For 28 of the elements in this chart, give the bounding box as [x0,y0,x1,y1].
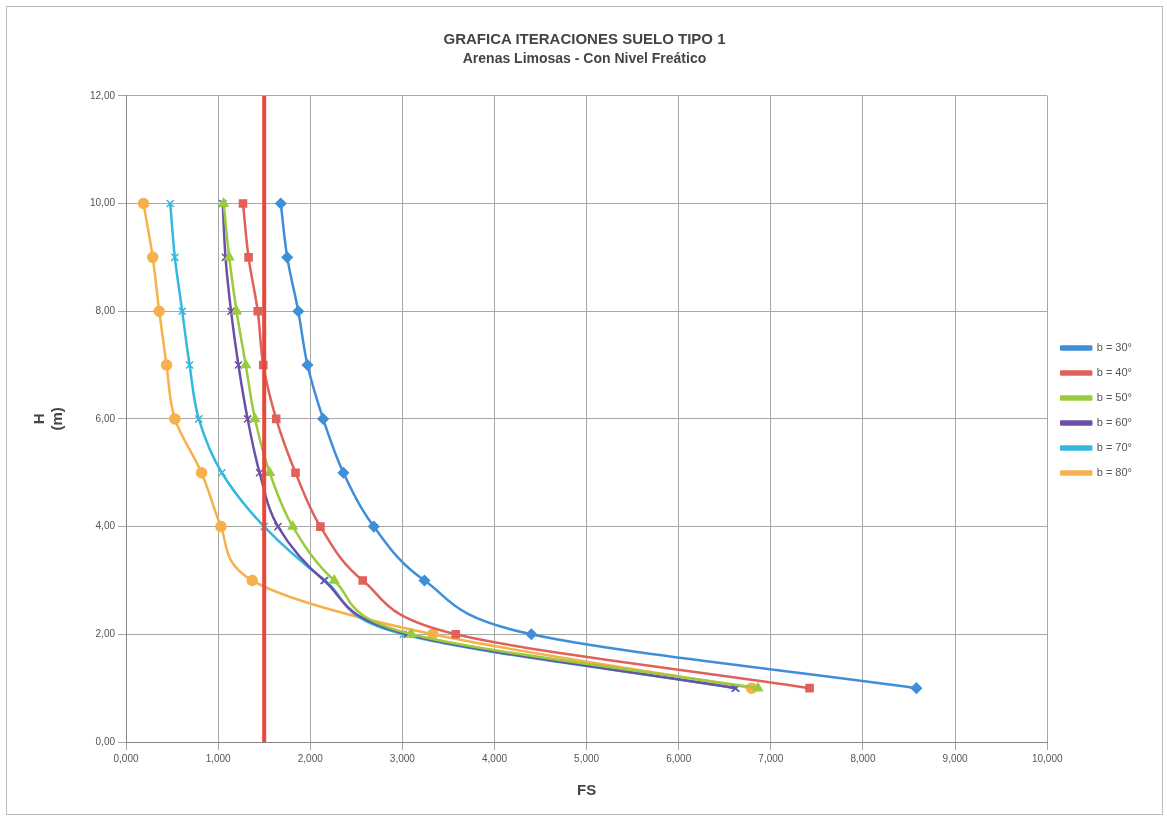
y-tick-label: 10,00 [89,197,116,209]
chart-subtitle: Arenas Limosas - Con Nivel Freático [462,50,707,67]
x-tick-label: 2,000 [297,752,324,764]
x-tick-label: 3,000 [389,752,416,764]
legend-label: b = 50° [1096,391,1133,404]
y-tick-label: 0,00 [95,735,116,747]
x-tick-label: 1,000 [205,752,232,764]
y-tick-label: 6,00 [95,412,116,424]
x-tick-label: 9,000 [942,752,969,764]
x-tick-label: 0,000 [113,752,139,764]
y-tick-label: 2,00 [95,628,116,640]
x-axis-title: FS [577,781,597,799]
y-tick-label: 4,00 [95,520,116,532]
legend-label: b = 70° [1096,441,1133,454]
x-tick-label: 5,000 [574,752,600,764]
legend-label: b = 60° [1096,416,1133,429]
legend-label: b = 30° [1096,341,1133,354]
x-tick-label: 8,000 [850,752,876,764]
y-tick-label: 12,00 [89,89,116,101]
x-tick-label: 7,000 [758,752,784,764]
x-tick-label: 10,000 [1031,752,1063,764]
x-tick-label: 6,000 [666,752,692,764]
y-axis-title: H (m) [30,407,66,431]
x-tick-label: 4,000 [481,752,508,764]
legend-label: b = 80° [1096,466,1133,479]
y-tick-label: 8,00 [95,304,116,316]
chart-title: GRAFICA ITERACIONES SUELO TIPO 1 [443,30,726,48]
legend-label: b = 40° [1096,366,1133,379]
